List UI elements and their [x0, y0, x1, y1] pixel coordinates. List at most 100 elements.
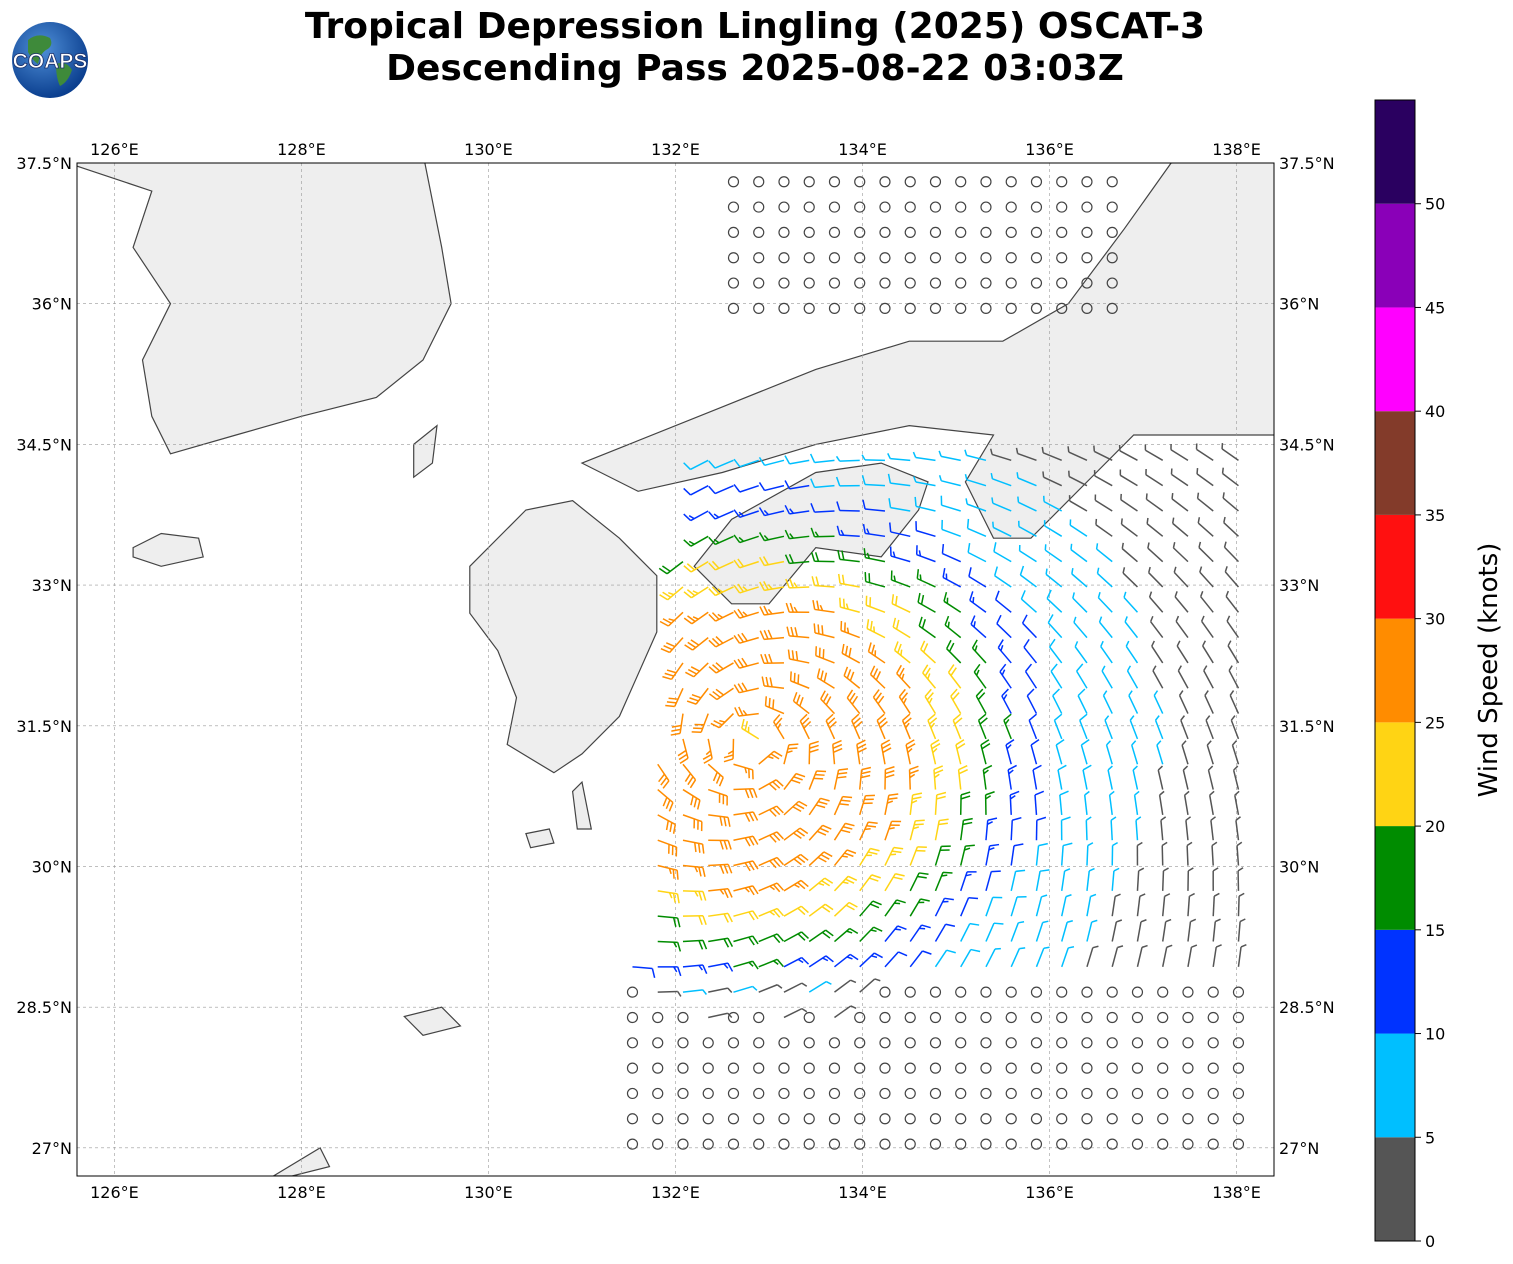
barb-shaft: [1035, 896, 1043, 917]
wind-barb: [758, 456, 785, 467]
barb-feather: [702, 867, 706, 877]
barb-shaft: [1043, 500, 1063, 512]
barb-feather: [996, 614, 1002, 625]
barb-feather: [909, 769, 919, 775]
wind-barb: [733, 509, 759, 518]
barb-feather: [1234, 790, 1240, 796]
barb-shaft: [1235, 820, 1240, 841]
wind-barb: [733, 583, 759, 594]
wind-barb: [1187, 944, 1198, 967]
wind-barb: [876, 713, 888, 740]
barb-shaft: [758, 984, 778, 993]
barb-feather: [1181, 740, 1187, 746]
barb-shaft: [1080, 744, 1088, 765]
wind-barb: [884, 846, 904, 866]
barb-feather: [1148, 591, 1153, 598]
barb-feather: [684, 773, 692, 782]
wind-barb: [865, 595, 886, 613]
wind-barb: [1236, 841, 1243, 866]
wind-barb: [964, 449, 987, 462]
barb-shaft: [1108, 794, 1113, 815]
barb-feather: [793, 832, 802, 839]
calm-wind-circle: [980, 1113, 992, 1125]
barb-feather: [1240, 943, 1247, 948]
barb-feather: [838, 768, 849, 771]
barb-feather: [1077, 688, 1086, 697]
wind-barb: [758, 750, 783, 765]
wind-barb: [990, 472, 1012, 487]
barb-shaft: [1145, 449, 1164, 461]
barb-feather: [809, 748, 819, 753]
calm-wind-circle: [929, 986, 942, 998]
barb-feather: [842, 598, 846, 609]
barb-shaft: [1128, 695, 1139, 714]
wind-barb: [980, 739, 991, 765]
barb-feather: [769, 910, 775, 916]
barb-feather: [1039, 869, 1050, 872]
calm-wind-circle: [1106, 986, 1118, 998]
calm-wind-circle: [854, 302, 866, 314]
barb-feather: [955, 739, 965, 746]
barb-feather: [927, 673, 931, 680]
bottom-lon-label: 132°E: [651, 1183, 700, 1202]
barb-feather: [683, 487, 692, 496]
calm-wind-circle: [778, 252, 790, 264]
barb-feather: [1215, 944, 1222, 948]
wind-barb: [1196, 492, 1214, 512]
barb-shaft: [1073, 621, 1088, 639]
barb-feather: [698, 964, 703, 971]
barb-shaft: [1094, 475, 1113, 487]
barb-feather: [1189, 892, 1195, 897]
wind-barb: [901, 713, 912, 740]
barb-feather: [793, 672, 796, 683]
barb-feather: [1008, 769, 1014, 775]
barb-shaft: [1131, 744, 1139, 765]
barb-feather: [1107, 765, 1113, 771]
barb-feather: [1001, 688, 1009, 697]
barb-feather: [770, 753, 780, 760]
barb-feather: [815, 804, 826, 809]
barb-feather: [866, 528, 870, 535]
wind-barb: [1152, 665, 1164, 689]
barb-feather: [1019, 565, 1025, 576]
calm-wind-circle: [1030, 226, 1043, 239]
barb-shaft: [966, 479, 987, 487]
barb-feather: [801, 931, 809, 939]
barb-feather: [816, 830, 827, 836]
barb-feather: [815, 576, 820, 586]
barb-feather: [836, 501, 841, 511]
barb-feather: [790, 779, 801, 784]
wind-barb: [1095, 543, 1113, 563]
barb-shaft: [942, 552, 962, 563]
calm-wind-circle: [828, 1138, 841, 1150]
calm-wind-circle: [778, 1087, 790, 1100]
calm-wind-circle: [854, 1087, 866, 1100]
barb-feather: [1088, 867, 1095, 872]
barb-feather: [786, 750, 793, 754]
calm-wind-circle: [753, 302, 765, 314]
barb-feather: [1019, 947, 1026, 950]
wind-barb: [1050, 663, 1063, 689]
barb-shaft: [934, 949, 948, 968]
wind-barb: [809, 453, 835, 464]
wind-barb: [759, 629, 785, 641]
wind-barb: [733, 835, 759, 847]
wind-barb: [808, 903, 834, 917]
wind-barb: [1133, 790, 1140, 815]
wind-barb: [1060, 816, 1071, 841]
calm-wind-circle: [1056, 1087, 1068, 1100]
calm-wind-circle: [904, 201, 916, 213]
barb-feather: [715, 774, 721, 784]
barb-feather: [968, 897, 979, 900]
barb-feather: [692, 590, 699, 595]
barb-feather: [820, 853, 830, 860]
wind-barb: [1043, 495, 1063, 512]
barb-shaft: [985, 897, 994, 917]
barb-feather: [820, 797, 830, 802]
wind-barb: [1097, 591, 1113, 613]
barb-feather: [768, 783, 777, 791]
calm-wind-circle: [1106, 1138, 1118, 1150]
wind-barb: [862, 523, 886, 538]
barb-feather: [867, 851, 878, 855]
barb-feather: [846, 956, 853, 960]
